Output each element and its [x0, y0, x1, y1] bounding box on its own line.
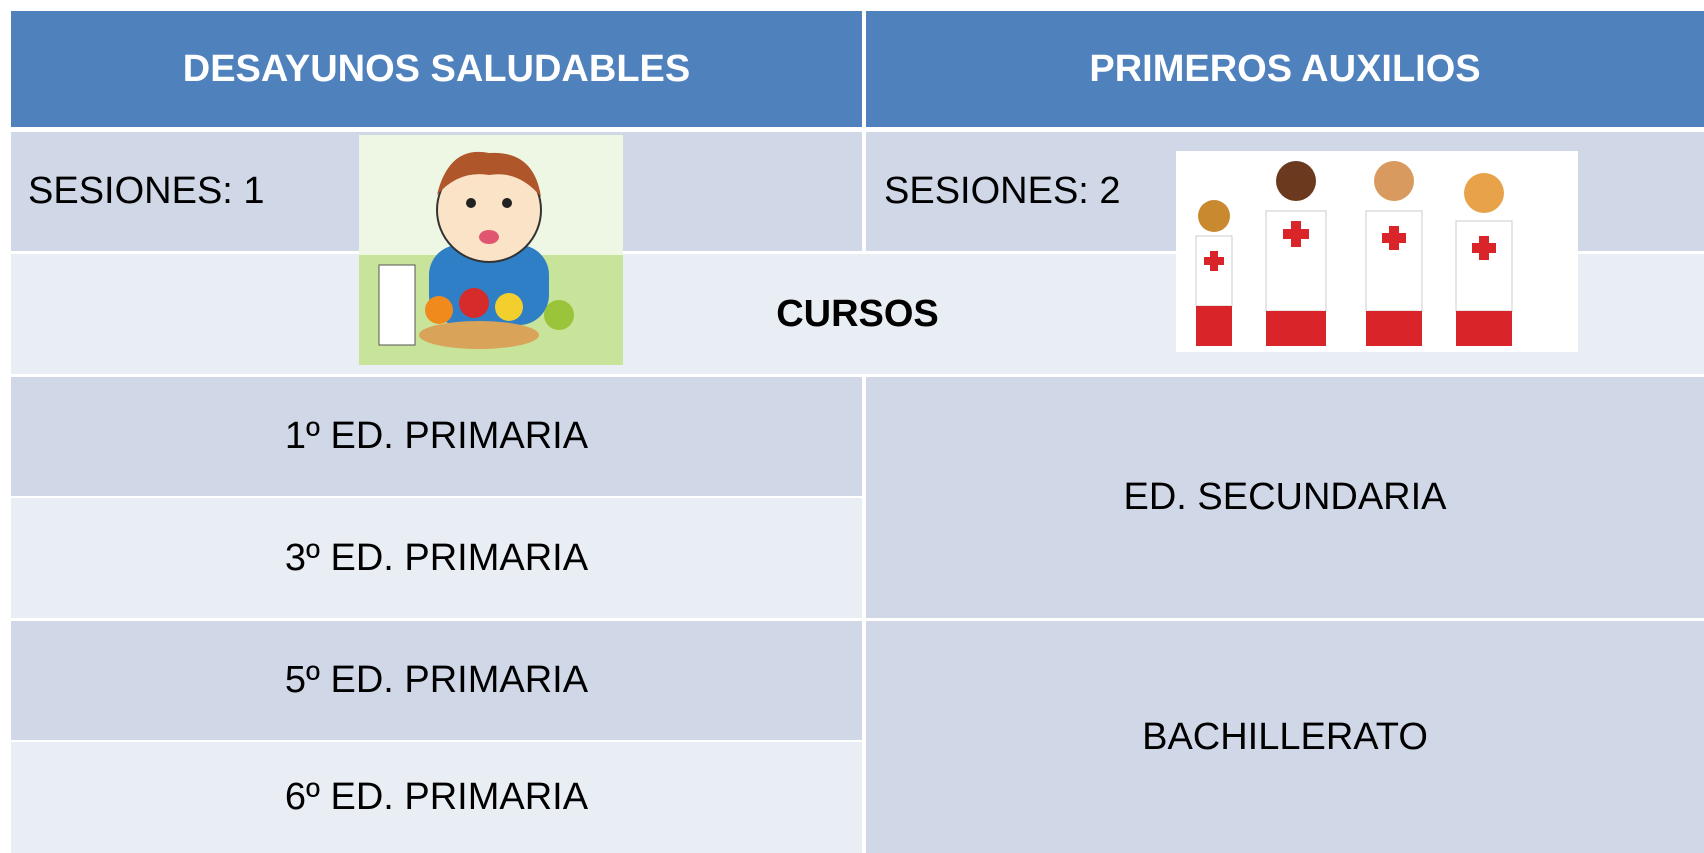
column-header: PRIMEROS AUXILIOS	[866, 11, 1704, 127]
course-cell: 6º ED. PRIMARIA	[11, 742, 862, 853]
course-cell: ED. SECUNDARIA	[866, 377, 1704, 618]
breakfast-illustration	[359, 135, 623, 365]
course-cell: BACHILLERATO	[866, 621, 1704, 853]
first-aid-illustration	[1176, 151, 1578, 352]
course-cell: 3º ED. PRIMARIA	[11, 498, 862, 618]
course-cell: 5º ED. PRIMARIA	[11, 621, 862, 740]
course-cell: 1º ED. PRIMARIA	[11, 377, 862, 496]
column-header: DESAYUNOS SALUDABLES	[11, 11, 862, 127]
